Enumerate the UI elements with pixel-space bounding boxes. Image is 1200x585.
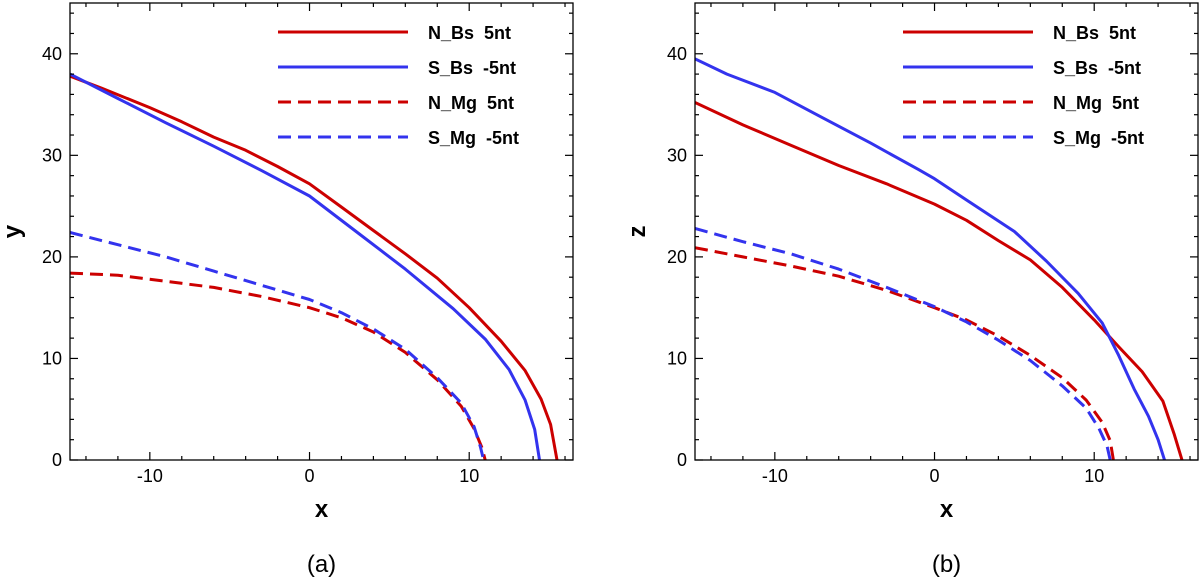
y-tick-label: 20	[42, 247, 62, 267]
series-line-1	[70, 72, 541, 460]
plot-frame	[69, 2, 574, 461]
y-tick-label: 20	[667, 247, 687, 267]
series-line-3	[70, 231, 486, 460]
x-tick-label: -10	[762, 466, 788, 486]
legend-label: S_Bs -5nt	[1053, 58, 1141, 78]
legend-label: S_Mg -5nt	[1053, 128, 1144, 148]
panel-caption: (b)	[932, 551, 961, 578]
legend-label: N_Mg 5nt	[1053, 93, 1139, 113]
x-tick-label: 0	[930, 466, 940, 486]
panel-a: -10 0 10 0 10 20 30 40 x y (a) N_Bs 5nt S_Bs -5nt N_M…	[0, 2, 574, 578]
series-line-2	[695, 246, 1115, 460]
series-group	[70, 72, 559, 460]
y-tick-label: 30	[667, 145, 687, 165]
legend: N_Bs 5nt S_Bs -5nt N_Mg 5nt S_Mg -5nt	[903, 23, 1144, 148]
panel-b: -10 0 10 0 10 20 30 40 x z (b) N_Bs 5nt S_Bs -5nt N_M…	[624, 2, 1199, 578]
legend-label: N_Bs 5nt	[428, 23, 511, 43]
x-tick-label: 0	[305, 466, 315, 486]
y-tick-label: 10	[42, 348, 62, 368]
legend: N_Bs 5nt S_Bs -5nt N_Mg 5nt S_Mg -5nt	[278, 23, 519, 148]
legend-label: N_Mg 5nt	[428, 93, 514, 113]
legend-label: N_Bs 5nt	[1053, 23, 1136, 43]
legend-label: S_Bs -5nt	[428, 58, 516, 78]
y-tick-label: 30	[42, 145, 62, 165]
plot-frame	[694, 2, 1199, 461]
y-tick-label: 40	[42, 44, 62, 64]
y-tick-label: 10	[667, 348, 687, 368]
series-line-3	[695, 227, 1112, 460]
series-line-1	[695, 57, 1166, 460]
x-tick-label: 10	[1084, 466, 1104, 486]
x-axis-label: x	[940, 496, 954, 523]
y-tick-label: 0	[677, 450, 687, 470]
y-tick-label: 40	[667, 44, 687, 64]
series-group	[695, 57, 1184, 460]
series-line-2	[70, 271, 487, 460]
panel-caption: (a)	[307, 551, 336, 578]
series-line-0	[70, 74, 559, 460]
y-axis-label: y	[0, 224, 26, 238]
series-line-0	[695, 101, 1184, 460]
y-tick-label: 0	[52, 450, 62, 470]
y-axis-label: z	[624, 226, 651, 238]
x-tick-label: 10	[459, 466, 479, 486]
x-axis-label: x	[315, 496, 329, 523]
legend-label: S_Mg -5nt	[428, 128, 519, 148]
x-tick-label: -10	[137, 466, 163, 486]
